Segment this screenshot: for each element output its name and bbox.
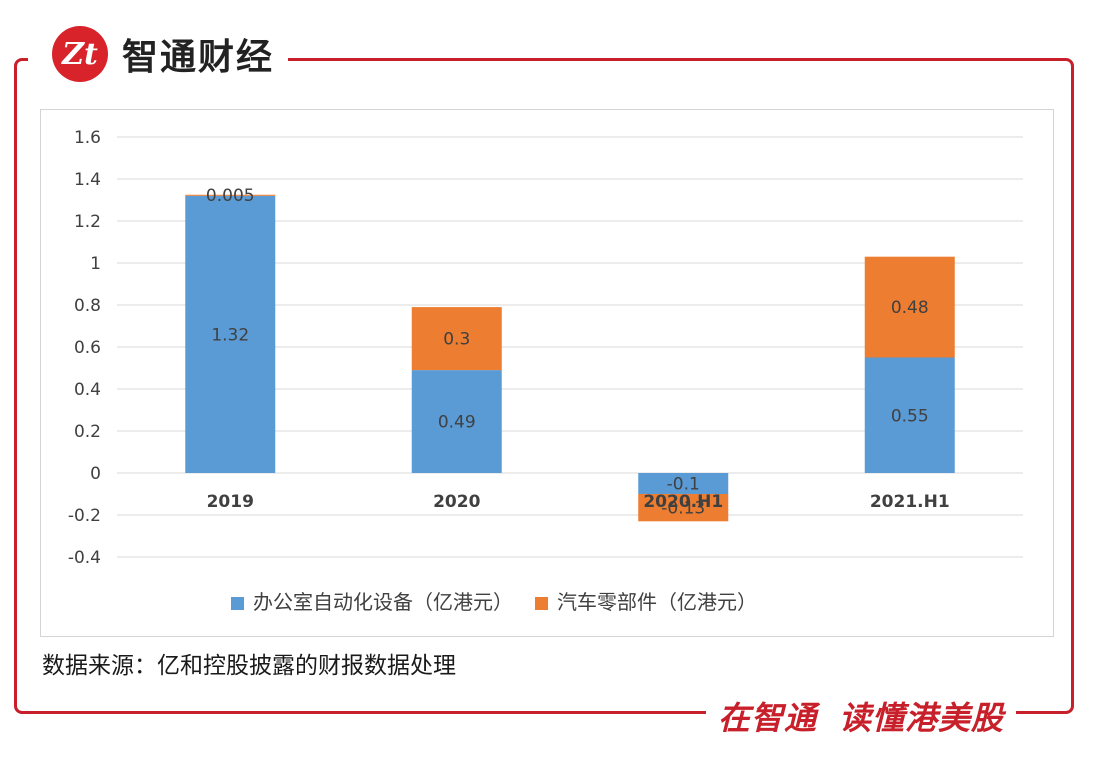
bar-office-equipment [638, 473, 729, 494]
bar-auto-parts [411, 307, 502, 371]
slogan-part2: 读懂港美股 [839, 699, 1005, 737]
x-tick-label: 2020 [433, 492, 480, 512]
logo-icon: Zt [52, 26, 108, 82]
y-tick-label: -0.4 [68, 548, 101, 568]
data-label: -0.13 [661, 499, 705, 519]
x-tick-label: 2021.H1 [870, 492, 950, 512]
legend-label-2: 汽车零部件（亿港元） [557, 590, 757, 614]
header: Zt 智通财经 [28, 14, 289, 94]
data-label: 0.55 [891, 406, 929, 426]
y-tick-label: 0.8 [74, 296, 101, 316]
data-label: 0.3 [443, 330, 470, 350]
y-tick-label: 1 [90, 254, 101, 274]
y-tick-label: -0.2 [68, 506, 101, 526]
data-label: 0.48 [891, 298, 929, 318]
bar-office-equipment [411, 370, 502, 473]
y-tick-label: 1.4 [74, 170, 101, 190]
y-tick-label: 0.2 [74, 422, 101, 442]
x-tick-label: 2020.H1 [643, 492, 723, 512]
bar-auto-parts [185, 194, 276, 196]
y-tick-label: 1.2 [74, 212, 101, 232]
y-tick-label: 0.6 [74, 338, 101, 358]
bar-auto-parts [864, 256, 955, 358]
bar-office-equipment [185, 195, 276, 474]
y-tick-label: 0 [90, 464, 101, 484]
legend-label-1: 办公室自动化设备（亿港元） [253, 590, 513, 614]
data-label: -0.1 [667, 475, 700, 495]
chart: 1.6 1.4 1.2 1 0.8 0.6 0.4 0.2 0 -0.2 -0.4 1.32 0.005… [68, 128, 1023, 614]
data-label: 1.32 [211, 325, 249, 345]
outer-frame [14, 58, 1074, 714]
y-tick-label: 1.6 [74, 128, 101, 148]
legend-swatch-2 [535, 597, 548, 610]
slogan-part1: 在智通 [718, 699, 818, 737]
y-tick-label: 0.4 [74, 380, 101, 400]
x-tick-label: 2019 [207, 492, 254, 512]
bar-office-equipment [864, 357, 955, 473]
chart-container: 1.6 1.4 1.2 1 0.8 0.6 0.4 0.2 0 -0.2 -0.4 1.32 0.005… [40, 109, 1054, 637]
legend-swatch-1 [231, 597, 244, 610]
source-note: 数据来源：亿和控股披露的财报数据处理 [42, 653, 456, 679]
data-label: 0.005 [206, 186, 255, 206]
bar-auto-parts [638, 494, 729, 522]
slogan: 在智通 读懂港美股 [706, 690, 1017, 742]
data-label: 0.49 [438, 413, 476, 433]
brand-name: 智通财经 [122, 37, 275, 78]
logo-mark: Zt [62, 36, 98, 72]
